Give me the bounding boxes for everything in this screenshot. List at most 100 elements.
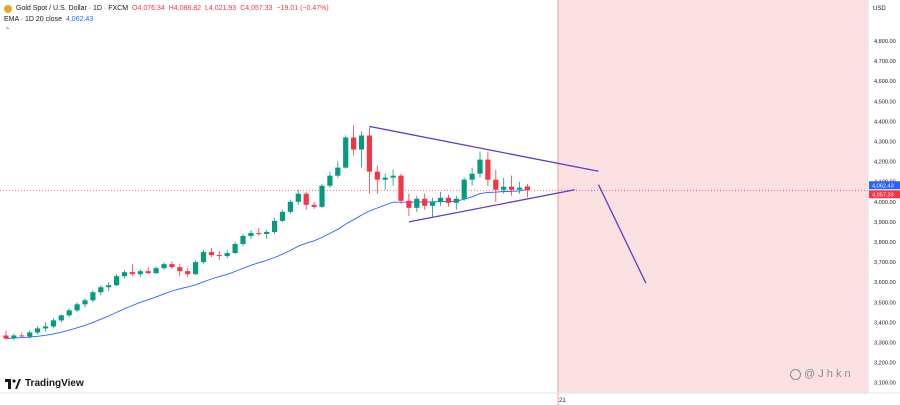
price-tick-label: 4,300.00: [874, 140, 896, 146]
svg-text:4,062.43: 4,062.43: [872, 183, 894, 189]
indicator-value: 4,062.43: [65, 16, 94, 23]
price-tick-label: 3,600.00: [874, 280, 896, 286]
candle: [295, 189, 301, 205]
candle: [185, 268, 191, 278]
candle: [129, 264, 135, 277]
candle: [358, 131, 365, 168]
candle: [74, 302, 80, 313]
candle: [445, 194, 451, 207]
ohlc-change: −19.01 (−0.47%): [276, 5, 329, 12]
candle: [335, 161, 341, 178]
chart-legend: Gold Spot / U.S. Dollar · 1D · FXCM O4,0…: [4, 3, 329, 36]
candle: [216, 251, 222, 261]
candle: [82, 298, 88, 308]
candle: [406, 193, 412, 216]
price-axis[interactable]: 4,800.00 4,700.00 4,600.00 4,500.00 4,400.00…: [874, 39, 896, 387]
candle: [42, 322, 49, 332]
currency-label: USD: [873, 6, 886, 12]
triangle-lower-line[interactable]: [408, 189, 575, 223]
price-tick-label: 4,000.00: [874, 200, 896, 206]
candle: [327, 171, 333, 188]
candle: [272, 217, 278, 234]
ema-line: [5, 188, 528, 339]
candle: [469, 167, 475, 186]
ohlc-close: C4,057.33: [240, 5, 273, 12]
future-zone: [558, 0, 868, 393]
gold-icon: [4, 4, 12, 13]
ema-20-series: [5, 188, 528, 339]
candle: [430, 197, 436, 217]
candle: [279, 209, 286, 222]
candle: [240, 233, 246, 247]
candle: [208, 248, 214, 258]
candle: [414, 195, 420, 212]
candle: [193, 260, 199, 276]
candle: [58, 314, 64, 323]
triangle-pattern: [369, 125, 647, 284]
candle: [524, 183, 530, 198]
tradingview-logo-icon: [5, 378, 21, 389]
indicator-title: EMA · 1D 20 close: [4, 16, 62, 23]
candle: [11, 333, 17, 341]
candle: [169, 261, 175, 270]
candle: [224, 250, 230, 259]
candle: [161, 262, 167, 271]
time-tick-label: 21: [559, 398, 566, 404]
candle: [382, 173, 388, 190]
price-tick-label: 3,200.00: [874, 361, 896, 367]
watermark-text: @ J h k n: [804, 368, 851, 380]
candle: [351, 125, 357, 156]
candle: [35, 326, 41, 335]
price-tag: 4,057.33: [869, 190, 900, 199]
price-tick-label: 3,100.00: [874, 381, 896, 387]
candle: [437, 191, 444, 206]
candles-series: [3, 125, 530, 341]
candle: [177, 264, 183, 277]
price-tag: 4,062.43: [869, 181, 900, 190]
brand-name: TradingView: [25, 378, 84, 389]
candle: [256, 227, 262, 236]
price-tick-label: 3,800.00: [874, 240, 896, 246]
price-tick-label: 3,300.00: [874, 341, 896, 347]
price-tick-label: 4,400.00: [874, 119, 896, 125]
candle: [27, 330, 33, 339]
tradingview-logo[interactable]: TradingView: [5, 378, 84, 389]
candle: [516, 181, 523, 194]
candle: [485, 151, 491, 186]
candle: [509, 175, 515, 196]
price-tick-label: 4,500.00: [874, 99, 896, 105]
candle: [232, 242, 238, 255]
candle: [461, 177, 467, 201]
price-tick-label: 3,500.00: [874, 300, 896, 306]
watermark: @ J h k n: [790, 368, 851, 380]
triangle-upper-line[interactable]: [369, 125, 599, 172]
projection-line[interactable]: [597, 184, 647, 284]
candle: [248, 229, 254, 239]
price-tick-label: 4,800.00: [874, 39, 896, 45]
candle: [98, 285, 104, 296]
symbol-title: Gold Spot / U.S. Dollar · 1D · FXCM: [16, 5, 129, 12]
candle: [422, 193, 428, 210]
candle: [264, 229, 270, 239]
candle: [493, 169, 499, 202]
candle: [153, 266, 159, 275]
candle: [319, 183, 325, 208]
candle: [145, 267, 151, 275]
candle: [90, 290, 96, 303]
candle: [287, 199, 293, 214]
candle: [398, 173, 404, 204]
price-tick-label: 4,700.00: [874, 59, 896, 65]
candle: [50, 318, 56, 329]
candle: [137, 269, 143, 278]
indicator-row[interactable]: EMA · 1D 20 close 4,062.43: [4, 14, 329, 25]
symbol-row[interactable]: Gold Spot / U.S. Dollar · 1D · FXCM O4,0…: [4, 3, 329, 14]
ohlc-high: H4,088.82: [168, 5, 202, 12]
camera-icon: [790, 368, 801, 380]
chevron-up-icon[interactable]: ⌃: [4, 26, 11, 35]
candle: [453, 195, 459, 210]
price-tick-label: 3,700.00: [874, 260, 896, 266]
price-tick-label: 3,900.00: [874, 220, 896, 226]
candle: [343, 135, 349, 169]
